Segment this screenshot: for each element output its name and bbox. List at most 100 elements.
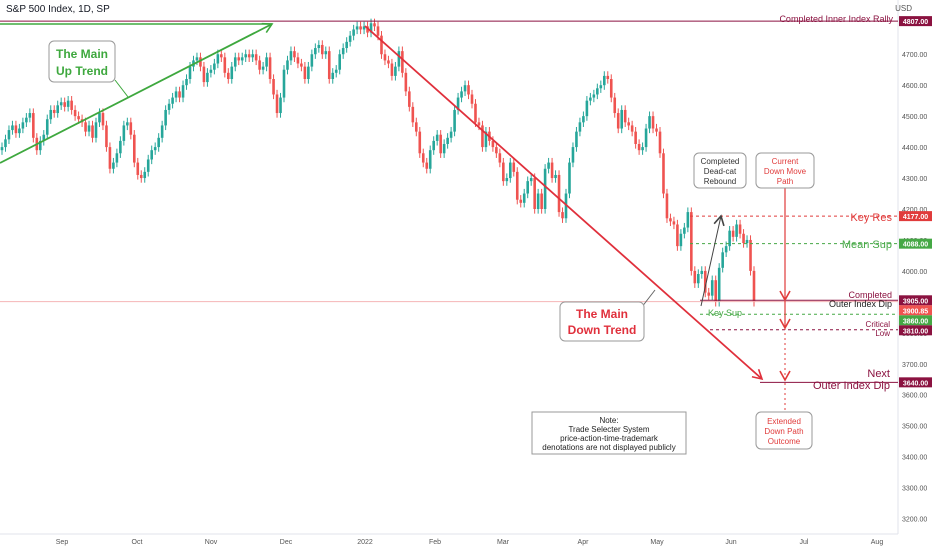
price-label-text: 4177.00 xyxy=(903,214,928,221)
candle-body xyxy=(655,128,658,132)
candle-body xyxy=(693,270,697,284)
candle-body xyxy=(432,140,436,151)
candle-body xyxy=(439,134,442,154)
candle-body xyxy=(237,57,241,61)
candle-body xyxy=(94,122,98,138)
candle-body xyxy=(383,54,387,61)
candle-body xyxy=(195,57,199,61)
candle-body xyxy=(703,270,707,293)
candle-body xyxy=(495,147,498,154)
candle-body xyxy=(453,109,456,132)
price-label-text: 3905.00 xyxy=(903,298,928,305)
candle-body xyxy=(258,60,261,70)
candle-body xyxy=(390,63,394,76)
candle-body xyxy=(289,51,293,61)
candle-body xyxy=(216,54,220,64)
mean-sup-label: Mean Sup xyxy=(842,239,892,251)
candle-body xyxy=(613,97,617,114)
price-label-text: 4088.00 xyxy=(903,242,928,249)
candle-body xyxy=(303,66,307,79)
candle-body xyxy=(376,26,380,36)
price-label-text: 3860.00 xyxy=(903,318,928,325)
candle-body xyxy=(728,230,731,247)
chart-title: S&P 500 Index, 1D, SP xyxy=(6,4,110,15)
candle-body xyxy=(599,85,603,89)
candle-body xyxy=(508,162,512,179)
candle-body xyxy=(136,162,140,175)
candle-body xyxy=(164,109,167,126)
candle-body xyxy=(268,57,272,79)
current-path-label-line2: Down Move xyxy=(764,167,807,176)
candle-body xyxy=(690,212,693,271)
candle-body xyxy=(498,153,502,163)
candle-body xyxy=(470,94,474,104)
candle-body xyxy=(345,41,348,49)
candle-body xyxy=(620,109,624,129)
next-dip-label-line2: Outer Index Dip xyxy=(813,380,890,392)
x-tick-label: Apr xyxy=(578,539,590,546)
candle-body xyxy=(91,125,94,138)
candle-body xyxy=(686,212,690,228)
candle-body xyxy=(648,116,651,129)
candle-body xyxy=(515,171,519,200)
candle-body xyxy=(589,97,592,101)
x-tick-label: Oct xyxy=(132,539,143,546)
candle-body xyxy=(171,97,174,104)
note-line1: Note: xyxy=(599,416,618,425)
up-trend-box xyxy=(48,40,116,83)
candle-body xyxy=(247,54,251,58)
candle-body xyxy=(404,72,408,92)
down-trend-arrowhead xyxy=(751,369,764,381)
candle-body xyxy=(153,147,157,151)
up-trend-label-line2: Up Trend xyxy=(56,64,108,78)
candle-body xyxy=(105,125,108,148)
currency-label: USD xyxy=(895,4,912,13)
x-tick-label: Dec xyxy=(280,539,293,546)
candle-body xyxy=(623,109,627,123)
candle-body xyxy=(49,109,53,120)
candle-body xyxy=(505,178,509,182)
candle-body xyxy=(272,79,275,95)
key-res-label: Key Res xyxy=(850,212,892,224)
next-dip-label-line1: Next xyxy=(867,368,890,380)
down-trend-box xyxy=(559,301,645,342)
price-label-bg xyxy=(899,377,932,388)
candle-body xyxy=(568,162,571,194)
candle-body xyxy=(327,51,331,79)
x-tick-label: Jul xyxy=(800,539,809,546)
candle-body xyxy=(477,122,481,126)
candle-body xyxy=(87,125,91,132)
candle-body xyxy=(526,181,530,194)
candle-body xyxy=(596,88,599,95)
candle-body xyxy=(724,246,728,253)
completed-dip-label-line1: Completed xyxy=(848,290,892,300)
candle-body xyxy=(324,51,328,55)
note-line2: Trade Selecter System xyxy=(568,425,649,434)
x-tick-label: Nov xyxy=(205,539,218,546)
y-tick-label: 3600.00 xyxy=(902,393,927,400)
candle-body xyxy=(484,131,488,148)
candle-body xyxy=(435,134,439,141)
price-label-text: 3810.00 xyxy=(903,328,928,335)
x-tick-label: 2022 xyxy=(357,539,373,546)
y-tick-label: 4600.00 xyxy=(902,83,927,90)
rebound-label-line3: Rebound xyxy=(704,177,736,186)
extended-label-line1: Extended xyxy=(767,417,801,426)
extended-label-line3: Outcome xyxy=(768,437,801,446)
candle-body xyxy=(380,35,383,55)
candle-body xyxy=(710,280,714,296)
candle-body xyxy=(491,140,495,148)
candle-body xyxy=(63,102,66,107)
candle-body xyxy=(606,75,610,79)
candle-body xyxy=(519,199,523,203)
y-tick-label: 4400.00 xyxy=(902,145,927,152)
candle-body xyxy=(700,270,704,274)
candle-body xyxy=(707,292,711,296)
candle-body xyxy=(512,162,516,172)
y-tick-label: 3200.00 xyxy=(902,517,927,524)
candle-body xyxy=(314,48,317,55)
y-tick-label: 3400.00 xyxy=(902,455,927,462)
candle-body xyxy=(146,159,150,172)
candle-body xyxy=(369,23,373,33)
